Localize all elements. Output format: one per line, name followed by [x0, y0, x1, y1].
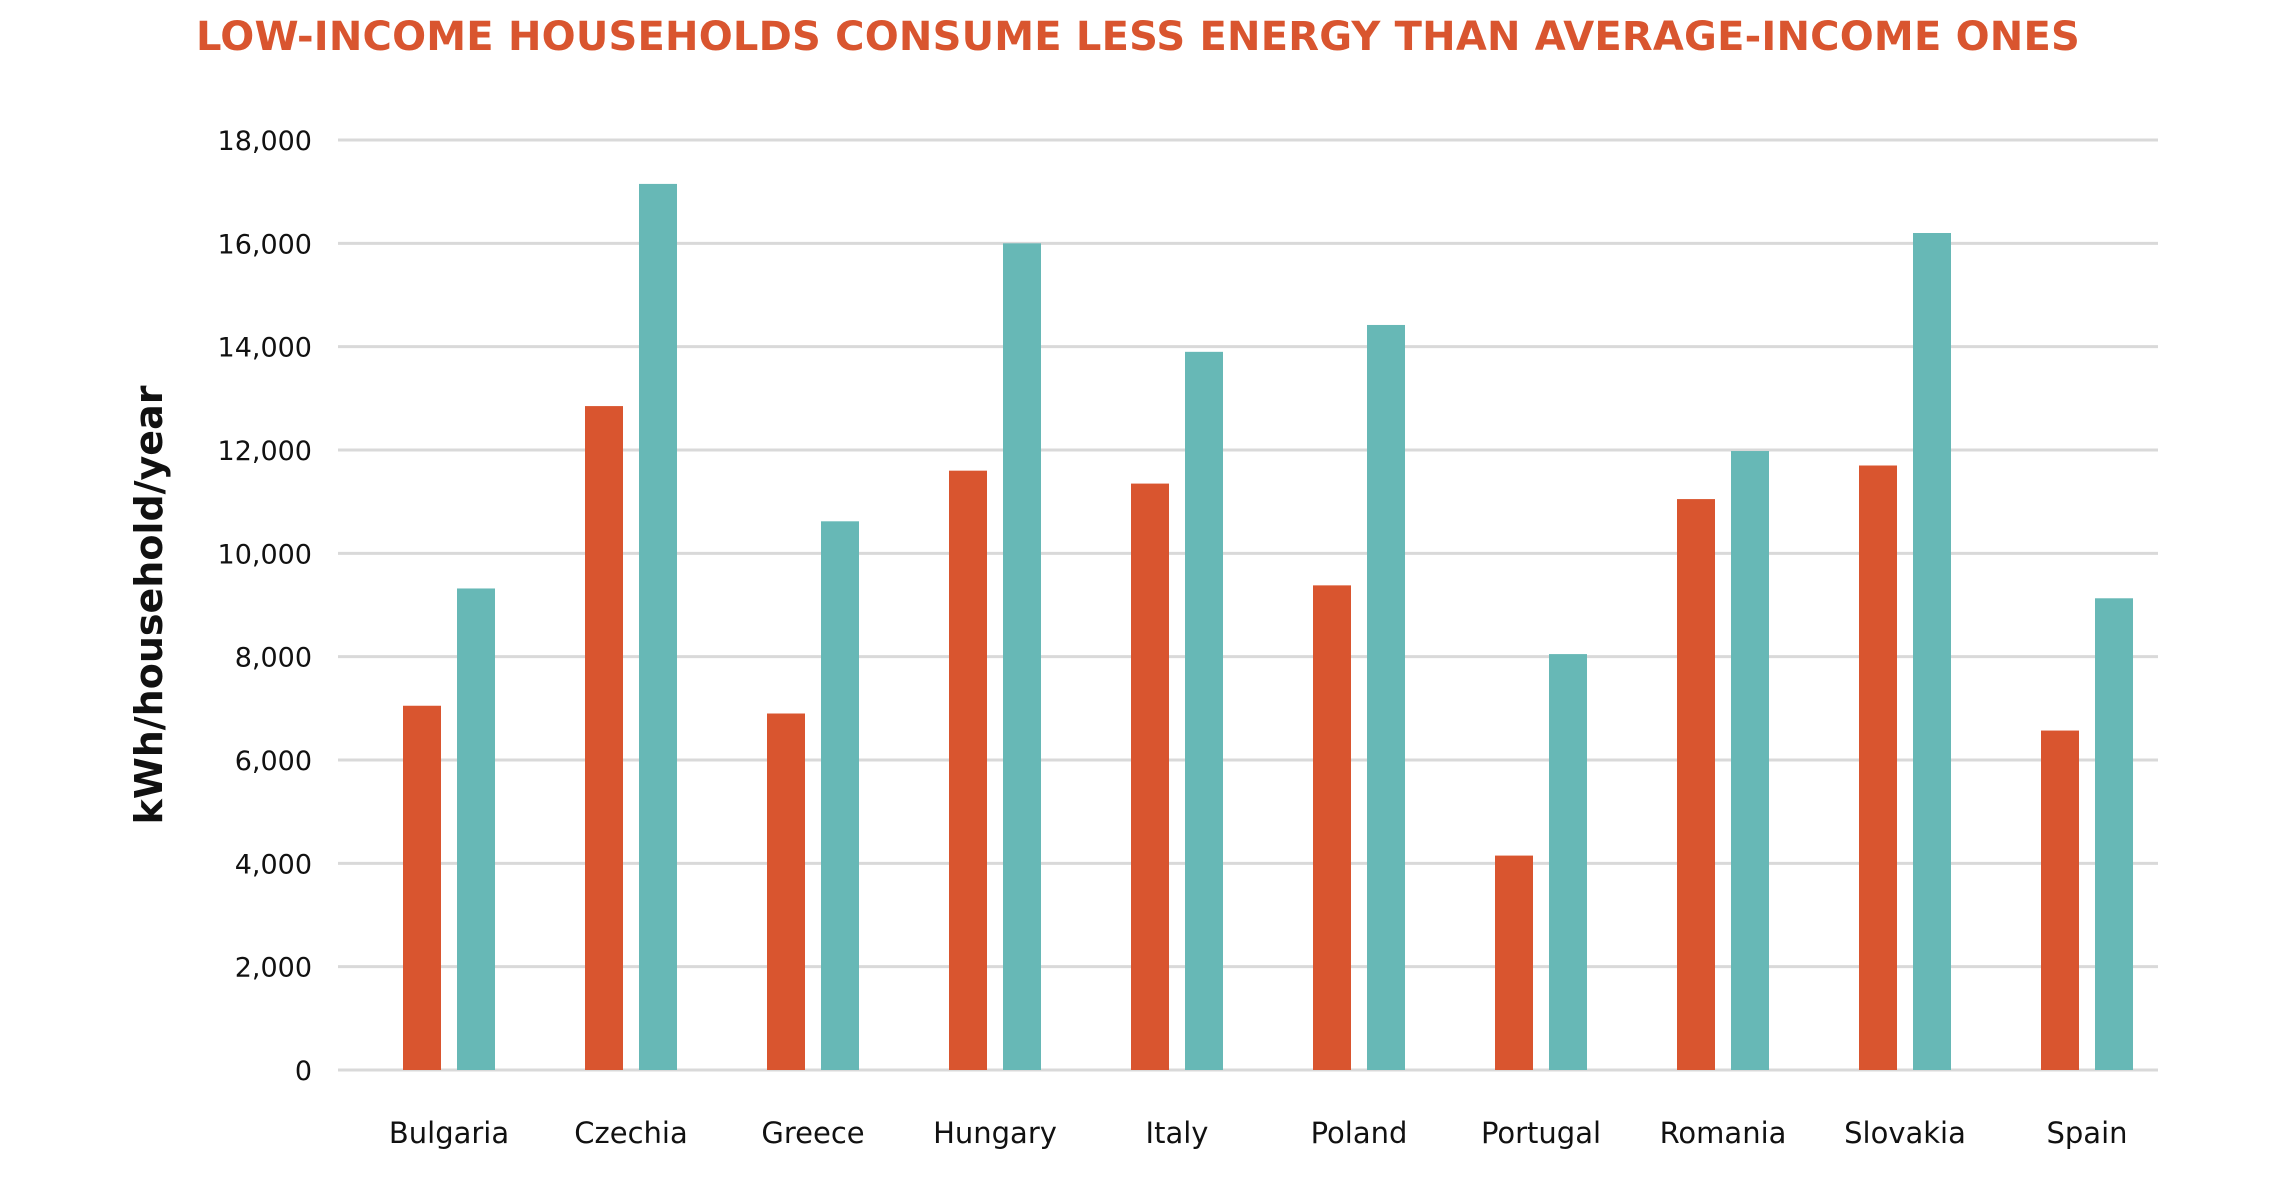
bar-series-1	[1313, 585, 1351, 1070]
y-axis-label: kWh/household/year	[127, 385, 171, 824]
bar-series-2	[1185, 351, 1223, 1070]
bars	[403, 183, 2133, 1071]
x-category-label: Slovakia	[1844, 1116, 1966, 1150]
y-tick-label: 10,000	[218, 539, 312, 570]
bar-series-2	[1913, 233, 1951, 1070]
bar-series-1	[1131, 483, 1169, 1070]
bar-series-2	[1731, 451, 1769, 1070]
y-tick-label: 12,000	[218, 436, 312, 467]
bar-series-1	[1859, 465, 1897, 1070]
bar-series-1	[585, 406, 623, 1070]
bar-series-1	[1495, 855, 1533, 1070]
x-category-label: Greece	[761, 1116, 864, 1150]
y-tick-label: 8,000	[235, 643, 312, 674]
bar-series-2	[457, 588, 495, 1070]
bar-series-1	[767, 713, 805, 1070]
x-category-label: Spain	[2046, 1116, 2127, 1150]
y-tick-label: 18,000	[218, 126, 312, 157]
y-tick-label: 0	[295, 1056, 312, 1087]
bar-series-2	[1003, 243, 1041, 1071]
bar-series-2	[2095, 598, 2133, 1070]
x-category-label: Portugal	[1481, 1116, 1601, 1150]
bar-series-1	[1677, 499, 1715, 1070]
bar-series-1	[2041, 730, 2079, 1070]
x-category-label: Bulgaria	[389, 1116, 509, 1150]
bar-series-2	[639, 183, 677, 1070]
x-category-label: Italy	[1146, 1116, 1209, 1150]
chart-title: LOW-INCOME HOUSEHOLDS CONSUME LESS ENERG…	[195, 14, 2081, 60]
bar-series-1	[403, 705, 441, 1070]
y-tick-label: 14,000	[218, 333, 312, 364]
x-category-label: Romania	[1660, 1116, 1787, 1150]
y-tick-label: 6,000	[235, 746, 312, 777]
bar-series-2	[1367, 324, 1405, 1070]
bar-series-2	[821, 521, 859, 1070]
bar-series-1	[949, 470, 987, 1071]
bar-series-2	[1549, 654, 1587, 1070]
y-tick-label: 4,000	[235, 849, 312, 880]
y-axis-ticks: 0 2,000 4,000 6,000 8,000 10,000 12,000 14,000 1…	[218, 126, 312, 1087]
x-category-label: Czechia	[574, 1116, 687, 1150]
y-tick-label: 2,000	[235, 953, 312, 984]
x-axis-categories: Bulgaria Czechia Greece Hungary Italy Poland P…	[389, 1116, 2128, 1150]
x-category-label: Poland	[1311, 1116, 1408, 1150]
x-category-label: Hungary	[933, 1116, 1057, 1150]
y-tick-label: 16,000	[218, 229, 312, 260]
